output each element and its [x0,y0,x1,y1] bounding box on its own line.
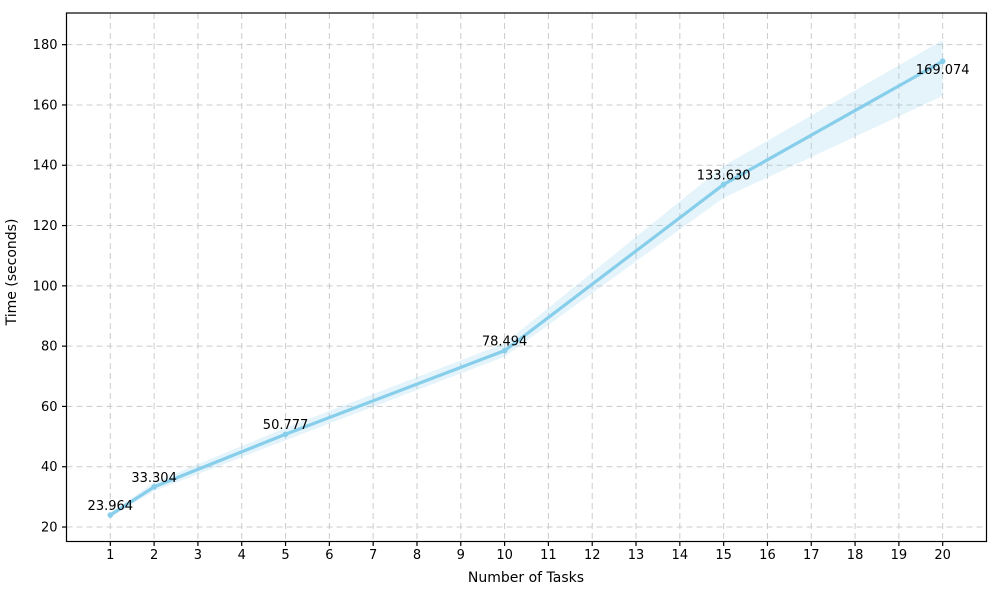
x-tick-label: 5 [281,548,289,563]
data-line [108,59,945,517]
x-tick-label: 18 [847,548,864,563]
grid [66,13,987,542]
point-value-label: 33.304 [131,471,177,486]
y-tick-label: 100 [33,279,58,294]
x-tick-label: 16 [759,548,776,563]
point-value-label: 169.074 [916,63,970,78]
x-tick-label: 1 [106,548,114,563]
x-tick-label: 4 [238,548,246,563]
data-point-marker [151,484,157,490]
point-value-label: 78.494 [482,335,528,350]
confidence-band-area [110,40,943,518]
confidence-band [110,40,943,518]
y-tick-label: 20 [41,521,58,536]
x-tick-label: 19 [891,548,908,563]
data-points [107,58,946,518]
data-point-marker [107,512,114,518]
y-tick-label: 160 [33,98,58,113]
data-point-marker [720,181,727,188]
x-tick-label: 2 [150,548,158,563]
y-tick-label: 40 [41,460,58,475]
x-tick-label: 6 [325,548,333,563]
x-tick-label: 15 [715,548,732,563]
x-tick-label: 13 [628,548,645,563]
x-tick-label: 12 [584,548,601,563]
axes: 1 2 3 4 5 6 7 8 9 10 11 12 13 14 15 16 17 18 19 20204060801… [33,12,988,563]
x-axis-label: Number of Tasks [468,570,584,586]
y-tick-label: 80 [41,340,58,355]
x-tick-label: 17 [803,548,820,563]
data-point-marker [282,431,289,438]
plot-box [65,12,988,543]
x-tick-label: 14 [672,548,689,563]
y-tick-label: 120 [33,219,58,234]
x-tick-label: 3 [194,548,202,563]
x-tick-label: 7 [369,548,377,563]
x-tick-label: 9 [457,548,465,563]
time-line [108,59,945,517]
y-tick-label: 140 [33,159,58,174]
x-tick-label: 11 [540,548,557,563]
x-tick-label: 8 [413,548,421,563]
data-point-marker [501,347,508,354]
y-tick-label: 180 [33,38,58,53]
data-point-marker [939,58,946,65]
y-axis-label: Time (seconds) [4,219,20,327]
point-value-label: 133.630 [697,168,751,183]
point-value-label: 50.777 [263,418,309,433]
point-value-label: 23.964 [88,499,134,514]
point-labels: 23.964 33.304 50.777 78.494 133.630 169.074 [88,63,970,514]
x-tick-label: 10 [496,548,513,563]
x-tick-label: 20 [934,548,951,563]
y-tick-label: 60 [41,400,58,415]
